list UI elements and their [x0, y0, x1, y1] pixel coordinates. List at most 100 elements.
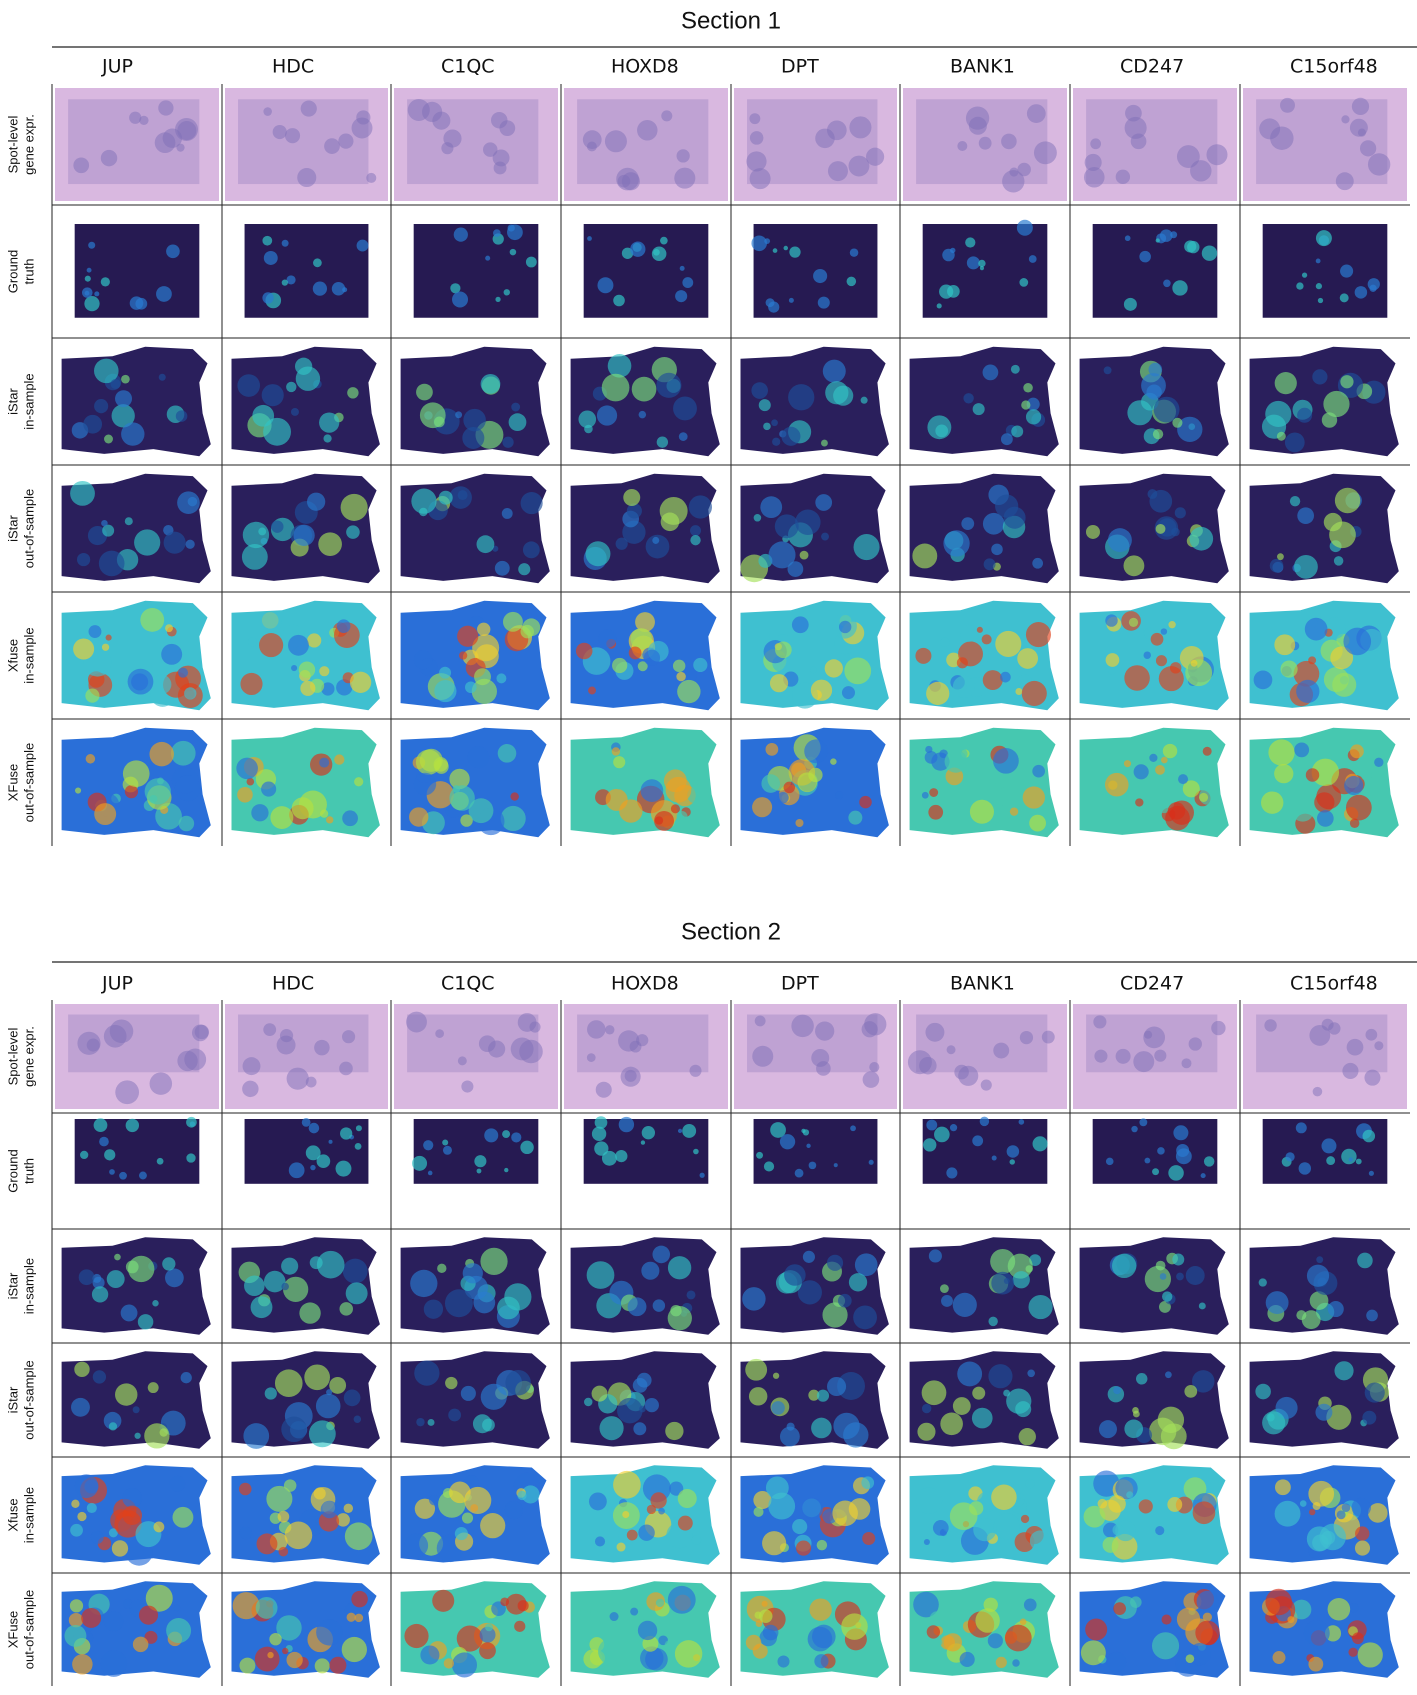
truth-blob [1032, 1136, 1048, 1152]
expression-blob [1019, 1618, 1027, 1626]
expression-blob [1080, 1640, 1106, 1666]
expression-blob [244, 1275, 265, 1297]
expression-blob [609, 1612, 619, 1622]
tissue-image [909, 1351, 1059, 1449]
truth-blob [751, 235, 767, 252]
expression-blob [494, 560, 510, 576]
expression-blob [949, 1595, 977, 1623]
expression-blob [1151, 1632, 1180, 1660]
truth-blob [939, 284, 954, 299]
expression-blob [323, 434, 332, 443]
tissue-image [740, 600, 889, 711]
expression-blob [304, 1364, 330, 1391]
he-blob [1017, 162, 1031, 177]
expression-blob [960, 624, 978, 642]
expression-blob [777, 1655, 790, 1668]
truth-blob [1201, 245, 1218, 261]
expression-blob [1135, 1373, 1148, 1385]
expression-blob [656, 436, 669, 448]
he-blob [827, 161, 848, 182]
expression-blob [670, 804, 680, 814]
expression-blob [505, 1369, 531, 1396]
expression-blob [1010, 364, 1020, 374]
expression-blob [1303, 1620, 1330, 1647]
expression-blob [802, 1250, 815, 1263]
expression-blob [791, 616, 809, 634]
truth-blob [1339, 293, 1349, 303]
he-blob [1341, 115, 1350, 124]
expression-blob [122, 760, 150, 788]
row-label: out-of-sample [21, 1360, 36, 1439]
expression-blob [792, 1519, 808, 1535]
expression-blob [921, 791, 929, 799]
expression-blob [1029, 1530, 1051, 1552]
expression-blob [267, 1651, 274, 1659]
he-blob [1364, 1069, 1381, 1086]
he-blob [1365, 1028, 1378, 1041]
expression-blob [1366, 1309, 1378, 1322]
he-blob [958, 1065, 979, 1086]
expression-blob [635, 612, 655, 632]
expression-blob [473, 1291, 496, 1314]
expression-blob [1032, 764, 1045, 778]
expression-blob [504, 1283, 532, 1311]
expression-blob [652, 536, 660, 544]
expression-blob [1000, 671, 1011, 683]
expression-blob [480, 374, 501, 394]
gene-header: C1QC [441, 56, 495, 78]
expression-blob [643, 649, 661, 666]
expression-blob [173, 1604, 181, 1612]
expression-blob [92, 1370, 107, 1384]
expression-blob [502, 611, 523, 632]
expression-blob [1357, 1252, 1373, 1269]
row-label: out-of-sample [21, 743, 36, 822]
truth-blob [1301, 272, 1308, 278]
expression-blob [346, 1612, 356, 1622]
he-blob [674, 167, 696, 189]
expression-blob [1361, 770, 1372, 781]
expression-blob [1157, 1406, 1185, 1434]
truth-blob [125, 1118, 140, 1133]
expression-blob [404, 1533, 429, 1558]
expression-blob [1017, 648, 1039, 669]
expression-blob [853, 534, 880, 561]
he-blob [162, 128, 183, 148]
truth-blob [80, 1150, 89, 1160]
expression-blob [586, 1261, 615, 1289]
tissue-image [1249, 600, 1399, 711]
expression-blob [315, 1393, 341, 1419]
he-blob [605, 1025, 615, 1035]
expression-blob [414, 1360, 440, 1386]
truth-blob [808, 1161, 817, 1170]
he-blob [1041, 1030, 1055, 1044]
tissue-image [1243, 88, 1407, 201]
expression-blob [982, 512, 1005, 535]
truth-blob [601, 1150, 617, 1166]
he-blob [100, 149, 118, 167]
expression-blob [810, 679, 833, 701]
tissue-image [1243, 1004, 1407, 1109]
he-blob [749, 131, 764, 145]
expression-blob [319, 666, 330, 677]
he-blob [435, 1029, 444, 1038]
he-blob [1002, 170, 1025, 193]
expression-blob [1268, 739, 1295, 766]
expression-blob [588, 1492, 607, 1511]
he-blob [1090, 138, 1102, 150]
expression-blob [769, 674, 789, 693]
expression-blob [993, 748, 1019, 774]
expression-blob [307, 633, 322, 648]
tissue-image [394, 88, 558, 201]
expression-blob [966, 677, 987, 697]
expression-blob [808, 1389, 820, 1401]
expression-blob [71, 1499, 80, 1508]
expression-blob [1202, 1612, 1212, 1622]
expression-blob [255, 1596, 278, 1619]
tissue-image [909, 473, 1059, 584]
truth-blob [316, 1154, 331, 1169]
expression-blob [676, 810, 688, 823]
truth-blob [485, 255, 491, 261]
expression-blob [650, 1492, 667, 1509]
expression-blob [614, 782, 623, 790]
expression-blob [752, 797, 773, 818]
